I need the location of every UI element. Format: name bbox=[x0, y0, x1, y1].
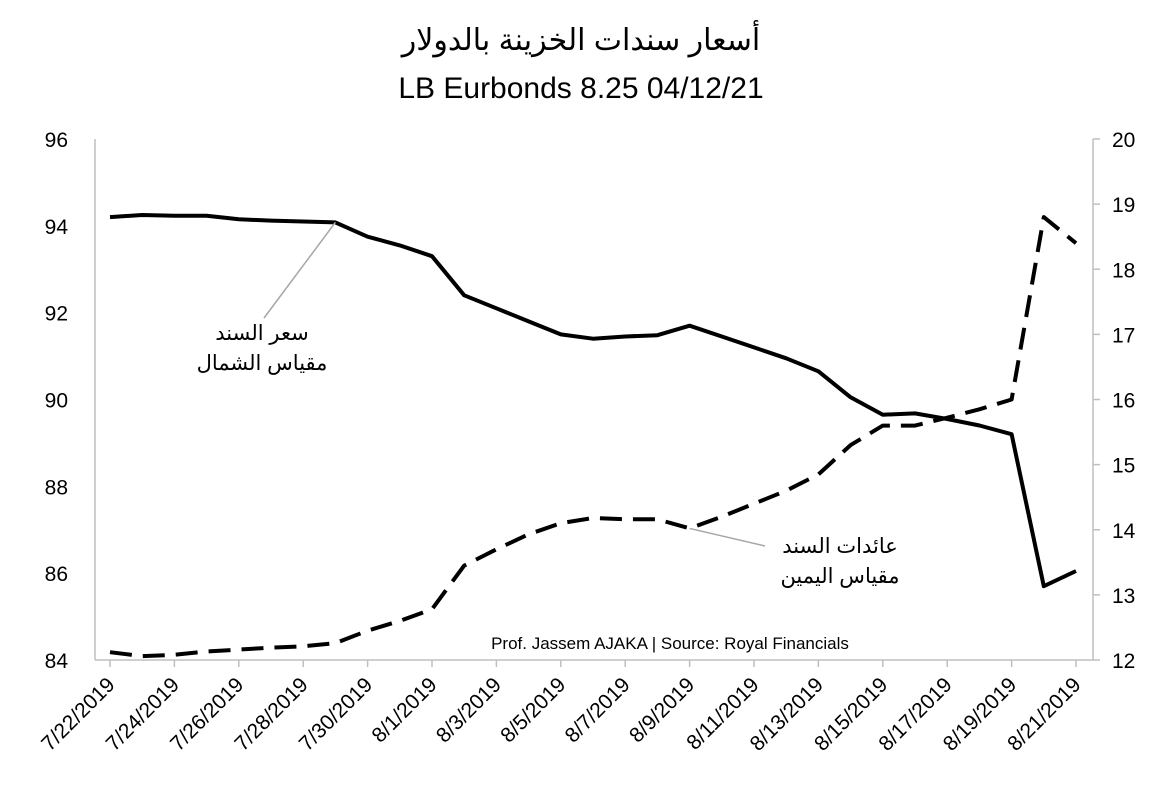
x-tick-label: 8/1/2019 bbox=[367, 673, 441, 747]
left-tick-label: 88 bbox=[45, 476, 68, 499]
annotation-label: مقياس اليمين bbox=[780, 565, 899, 588]
right-tick-label: 14 bbox=[1112, 520, 1136, 543]
right-tick-label: 20 bbox=[1112, 129, 1135, 152]
left-tick-label: 90 bbox=[45, 390, 68, 413]
chart-subtitle: LB Eurbonds 8.25 04/12/21 bbox=[398, 72, 763, 105]
series-layer bbox=[109, 213, 1078, 659]
right-tick-label: 17 bbox=[1112, 324, 1135, 347]
annotation-label: مقياس الشمال bbox=[197, 352, 328, 375]
left-tick-label: 84 bbox=[45, 650, 69, 673]
left-axis-ticks: 84 86 88 90 92 94 96 bbox=[45, 129, 69, 673]
right-tick-label: 15 bbox=[1112, 455, 1135, 478]
left-tick-label: 96 bbox=[45, 129, 68, 152]
annotations: سعر السند مقياس الشمال عائدات السند مقياس ا… bbox=[197, 221, 900, 588]
price-series-line bbox=[109, 213, 1077, 589]
annotation-leader bbox=[263, 221, 337, 319]
right-tick-label: 12 bbox=[1112, 650, 1135, 673]
right-axis-ticks: 12 13 14 15 16 17 18 19 20 bbox=[1093, 129, 1136, 673]
annotation-label: عائدات السند bbox=[782, 535, 898, 558]
left-tick-label: 94 bbox=[45, 216, 69, 239]
yield-series-line bbox=[109, 215, 1078, 659]
axes bbox=[94, 139, 1094, 661]
right-tick-label: 13 bbox=[1112, 585, 1135, 608]
annotation-label: سعر السند bbox=[215, 322, 308, 345]
annotation-leader bbox=[689, 527, 766, 547]
right-tick-label: 18 bbox=[1112, 259, 1135, 282]
x-axis-ticks: 7/22/20197/24/20197/26/20197/28/20197/30… bbox=[37, 660, 1086, 756]
left-tick-label: 92 bbox=[45, 303, 68, 326]
right-tick-label: 19 bbox=[1112, 194, 1135, 217]
x-tick-label: 8/7/2019 bbox=[561, 673, 635, 747]
x-tick-label: 8/3/2019 bbox=[432, 673, 506, 747]
left-tick-label: 86 bbox=[45, 563, 68, 586]
x-tick-label: 8/5/2019 bbox=[496, 673, 570, 747]
chart-title: أسعار سندات الخزينة بالدولار bbox=[400, 19, 760, 58]
right-tick-label: 16 bbox=[1112, 390, 1135, 413]
source-note: Prof. Jassem AJAKA | Source: Royal Finan… bbox=[491, 634, 849, 653]
